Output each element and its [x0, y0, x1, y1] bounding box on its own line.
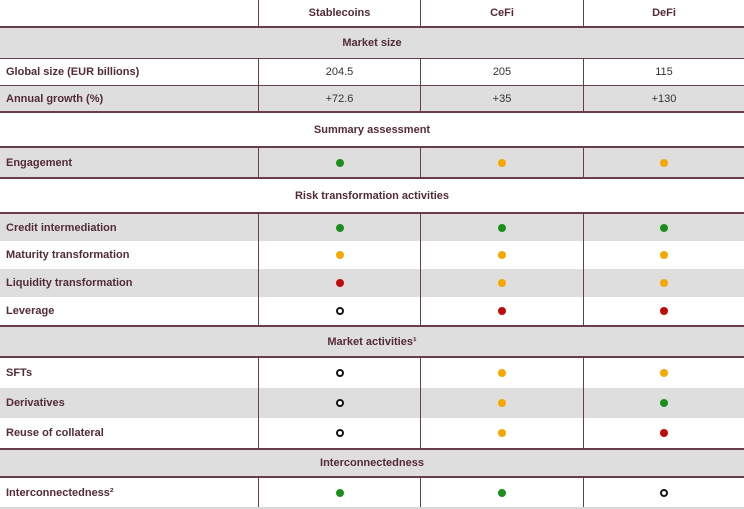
- status-dot: [498, 307, 506, 315]
- cell-dot: [583, 148, 744, 177]
- status-dot: [498, 369, 506, 377]
- cell-dot: [583, 358, 744, 388]
- cell-dot: [420, 214, 583, 241]
- status-dot: [660, 488, 668, 497]
- row-label: Leverage: [6, 305, 55, 317]
- row-label: Engagement: [6, 156, 73, 169]
- row-label: Maturity transformation: [6, 249, 130, 261]
- status-dot: [335, 399, 344, 407]
- section-header-risk-transformation: Risk transformation activities: [0, 179, 744, 212]
- status-dot: [335, 158, 344, 167]
- cell-dot: [258, 388, 420, 418]
- row-label: Annual growth (%): [6, 92, 104, 105]
- status-dot: [660, 223, 668, 232]
- status-dot: [498, 399, 506, 407]
- cell-dot: [258, 418, 420, 448]
- cell-dot: [420, 388, 583, 418]
- column-header-stablecoins: Stablecoins: [258, 0, 420, 26]
- status-dot: [335, 251, 344, 259]
- cell-value: +130: [583, 86, 744, 111]
- cell-dot: [258, 148, 420, 177]
- cell-dot: [583, 214, 744, 241]
- status-dot: [660, 429, 668, 437]
- section-header-summary-assessment: Summary assessment: [0, 113, 744, 146]
- section-header-market-activities: Market activities¹: [0, 325, 744, 358]
- row-label: Reuse of collateral: [6, 427, 104, 439]
- cell-dot: [420, 241, 583, 269]
- table-row-sfts: SFTs: [0, 358, 744, 388]
- cell-value: +35: [420, 86, 583, 111]
- cell-dot: [583, 418, 744, 448]
- status-dot: [498, 279, 506, 287]
- column-header-row: Stablecoins CeFi DeFi: [0, 0, 744, 26]
- status-dot: [498, 158, 506, 167]
- row-label: Derivatives: [6, 397, 65, 409]
- cell-dot: [583, 297, 744, 325]
- status-dot: [335, 279, 344, 287]
- cell-dot: [258, 358, 420, 388]
- cell-dot: [420, 297, 583, 325]
- status-dot: [660, 307, 668, 315]
- cell-dot: [420, 418, 583, 448]
- row-label: SFTs: [6, 367, 33, 379]
- status-dot: [335, 429, 344, 437]
- table-row-reuse-of-collateral: Reuse of collateral: [0, 418, 744, 448]
- cell-dot: [583, 478, 744, 507]
- cell-dot: [258, 214, 420, 241]
- status-dot: [335, 488, 344, 497]
- column-header-cefi: CeFi: [420, 0, 583, 26]
- cell-dot: [420, 269, 583, 297]
- status-dot: [498, 223, 506, 232]
- cell-dot: [420, 148, 583, 177]
- section-header-interconnectedness: Interconnectedness: [0, 448, 744, 478]
- table-row-interconnectedness: Interconnectedness²: [0, 478, 744, 509]
- table-row-leverage: Leverage: [0, 297, 744, 325]
- status-dot: [660, 369, 668, 377]
- cell-value: +72.6: [258, 86, 420, 111]
- cell-dot: [258, 478, 420, 507]
- status-dot: [335, 307, 344, 315]
- column-header-defi: DeFi: [583, 0, 744, 26]
- cell-dot: [583, 388, 744, 418]
- cell-value: 115: [583, 59, 744, 85]
- row-label: Global size (EUR billions): [6, 66, 140, 78]
- status-dot: [335, 369, 344, 377]
- status-dot: [498, 251, 506, 259]
- status-dot: [660, 399, 668, 407]
- table-row-global-size: Global size (EUR billions) 204.5 205 115: [0, 59, 744, 86]
- cell-dot: [583, 241, 744, 269]
- table-row-credit-intermediation: Credit intermediation: [0, 212, 744, 241]
- table-row-maturity-transformation: Maturity transformation: [0, 241, 744, 269]
- table-row-annual-growth: Annual growth (%) +72.6 +35 +130: [0, 86, 744, 113]
- status-dot: [498, 488, 506, 497]
- row-label: Interconnectedness²: [6, 486, 114, 499]
- status-dot: [498, 429, 506, 437]
- status-dot: [335, 223, 344, 232]
- cell-dot: [258, 241, 420, 269]
- cell-dot: [420, 358, 583, 388]
- status-dot: [660, 158, 668, 167]
- status-dot: [660, 279, 668, 287]
- cell-dot: [420, 478, 583, 507]
- cell-dot: [258, 269, 420, 297]
- row-label: Credit intermediation: [6, 221, 117, 234]
- table-row-liquidity-transformation: Liquidity transformation: [0, 269, 744, 297]
- table-row-derivatives: Derivatives: [0, 388, 744, 418]
- cell-value: 204.5: [258, 59, 420, 85]
- cell-dot: [258, 297, 420, 325]
- table-row-engagement: Engagement: [0, 146, 744, 179]
- cell-value: 205: [420, 59, 583, 85]
- corner-cell: [0, 0, 258, 26]
- cell-dot: [583, 269, 744, 297]
- section-header-market-size: Market size: [0, 26, 744, 59]
- row-label: Liquidity transformation: [6, 277, 133, 289]
- status-dot: [660, 251, 668, 259]
